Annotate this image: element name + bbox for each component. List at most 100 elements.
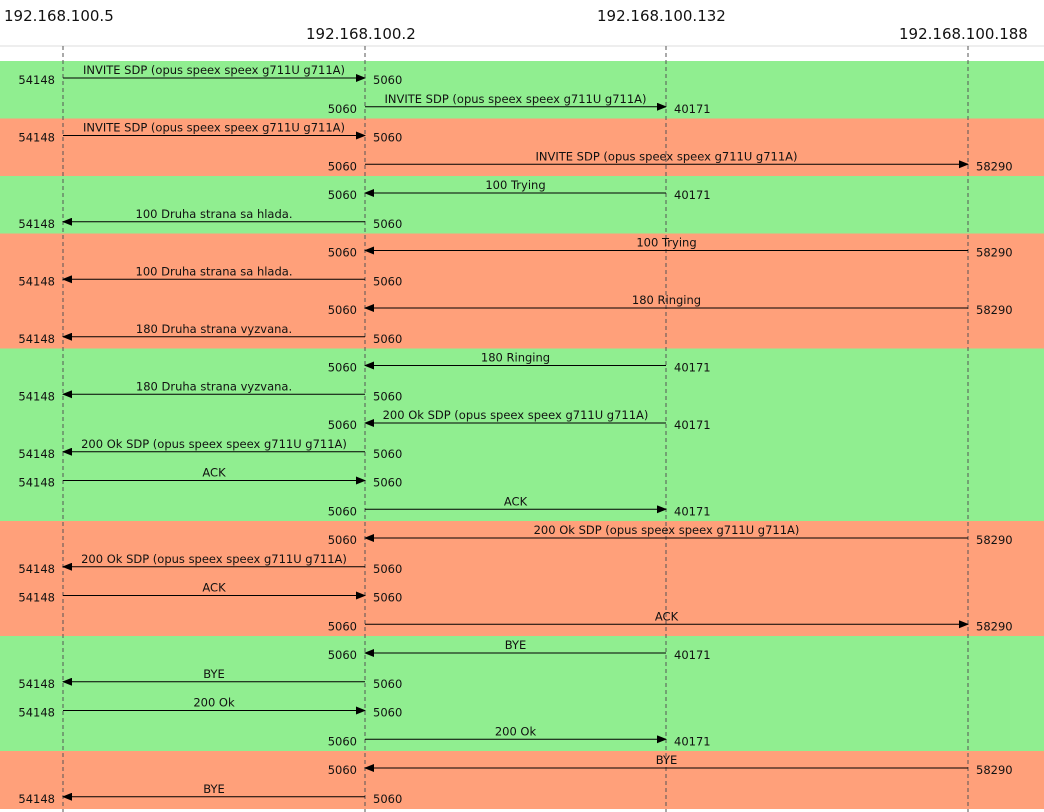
port-label: 5060 <box>373 562 402 576</box>
message-row: 180 Ringing 5060 40171 <box>328 351 711 375</box>
port-label: 58290 <box>976 533 1013 547</box>
port-label: 58290 <box>976 763 1013 777</box>
message-row: 200 Ok SDP (opus speex speex g711U g711A… <box>328 408 711 432</box>
message-row: INVITE SDP (opus speex speex g711U g711A… <box>328 92 711 116</box>
port-label: 5060 <box>328 102 357 116</box>
port-label: 54148 <box>18 217 55 231</box>
message-label: INVITE SDP (opus speex speex g711U g711A… <box>83 121 345 135</box>
band-orange <box>0 521 1044 637</box>
message-row: 200 Ok 54148 5060 <box>18 696 402 720</box>
message-label: 100 Druha strana sa hlada. <box>136 264 293 278</box>
port-label: 5060 <box>328 533 357 547</box>
port-label: 58290 <box>976 159 1013 173</box>
message-label: 200 Ok SDP (opus speex speex g711U g711A… <box>383 408 649 422</box>
message-row: INVITE SDP (opus speex speex g711U g711A… <box>18 121 402 145</box>
message-row: 180 Ringing 5060 58290 <box>328 293 1013 317</box>
port-label: 58290 <box>976 246 1013 260</box>
host-label-192-168-100-5: 192.168.100.5 <box>4 7 114 25</box>
port-label: 54148 <box>18 706 55 720</box>
port-label: 40171 <box>674 102 711 116</box>
port-label: 40171 <box>674 188 711 202</box>
port-label: 5060 <box>328 418 357 432</box>
message-label: ACK <box>504 494 528 508</box>
port-label: 5060 <box>328 246 357 260</box>
band-green <box>0 176 1044 234</box>
message-row: 100 Druha strana sa hlada. 54148 5060 <box>18 207 402 231</box>
port-label: 5060 <box>373 792 402 806</box>
port-label: 5060 <box>328 648 357 662</box>
port-label: 54148 <box>18 332 55 346</box>
host-label-192-168-100-2: 192.168.100.2 <box>306 25 416 43</box>
port-label: 40171 <box>674 734 711 748</box>
port-label: 5060 <box>373 677 402 691</box>
message-label: 200 Ok SDP (opus speex speex g711U g711A… <box>81 437 347 451</box>
message-row: 100 Trying 5060 58290 <box>328 236 1013 260</box>
message-label: 200 Ok <box>193 696 235 710</box>
message-label: 100 Druha strana sa hlada. <box>136 207 293 221</box>
port-label: 5060 <box>328 763 357 777</box>
message-label: BYE <box>505 638 527 652</box>
message-row: BYE 54148 5060 <box>18 782 402 806</box>
port-label: 5060 <box>328 188 357 202</box>
port-label: 5060 <box>373 332 402 346</box>
message-label: 200 Ok SDP (opus speex speex g711U g711A… <box>81 552 347 566</box>
message-label: INVITE SDP (opus speex speex g711U g711A… <box>83 63 345 77</box>
port-label: 5060 <box>328 734 357 748</box>
message-row: BYE 54148 5060 <box>18 667 402 691</box>
message-label: 100 Trying <box>485 178 545 192</box>
port-label: 40171 <box>674 648 711 662</box>
message-label: 200 Ok <box>495 724 537 738</box>
message-label: 180 Druha strana vyzvana. <box>136 379 292 393</box>
port-label: 5060 <box>328 619 357 633</box>
port-label: 40171 <box>674 418 711 432</box>
message-label: INVITE SDP (opus speex speex g711U g711A… <box>384 92 646 106</box>
port-label: 54148 <box>18 562 55 576</box>
message-row: ACK 5060 40171 <box>328 494 711 518</box>
message-label: ACK <box>202 581 226 595</box>
band-green <box>0 348 1044 522</box>
port-label: 5060 <box>373 389 402 403</box>
host-label-192-168-100-132: 192.168.100.132 <box>597 7 726 25</box>
port-label: 5060 <box>373 447 402 461</box>
port-label: 5060 <box>328 303 357 317</box>
message-row: 200 Ok 5060 40171 <box>328 724 711 748</box>
message-row: 100 Druha strana sa hlada. 54148 5060 <box>18 264 402 288</box>
band-orange <box>0 233 1044 349</box>
message-label: ACK <box>202 466 226 480</box>
message-label: INVITE SDP (opus speex speex g711U g711A… <box>535 149 797 163</box>
port-label: 5060 <box>373 73 402 87</box>
port-label: 5060 <box>328 361 357 375</box>
port-label: 5060 <box>373 591 402 605</box>
port-label: 54148 <box>18 792 55 806</box>
band-green <box>0 61 1044 119</box>
message-row: 180 Druha strana vyzvana. 54148 5060 <box>18 379 402 403</box>
port-label: 5060 <box>328 504 357 518</box>
message-row: INVITE SDP (opus speex speex g711U g711A… <box>18 63 402 87</box>
host-label-192-168-100-188: 192.168.100.188 <box>899 25 1028 43</box>
message-label: BYE <box>656 753 678 767</box>
message-label: 180 Ringing <box>632 293 701 307</box>
message-label: 100 Trying <box>636 236 696 250</box>
port-label: 54148 <box>18 591 55 605</box>
message-row: INVITE SDP (opus speex speex g711U g711A… <box>328 149 1013 173</box>
message-row: 200 Ok SDP (opus speex speex g711U g711A… <box>328 523 1013 547</box>
band-orange <box>0 751 1044 809</box>
message-row: ACK 5060 58290 <box>328 609 1013 633</box>
message-label: 200 Ok SDP (opus speex speex g711U g711A… <box>534 523 800 537</box>
port-label: 58290 <box>976 619 1013 633</box>
port-label: 5060 <box>373 131 402 145</box>
message-row: 200 Ok SDP (opus speex speex g711U g711A… <box>18 437 402 461</box>
message-label: BYE <box>203 782 225 796</box>
port-label: 54148 <box>18 131 55 145</box>
message-label: BYE <box>203 667 225 681</box>
message-row: ACK 54148 5060 <box>18 581 402 605</box>
message-label: 180 Druha strana vyzvana. <box>136 322 292 336</box>
port-label: 5060 <box>373 706 402 720</box>
message-row: 180 Druha strana vyzvana. 54148 5060 <box>18 322 402 346</box>
port-label: 5060 <box>373 274 402 288</box>
port-label: 5060 <box>328 159 357 173</box>
port-label: 58290 <box>976 303 1013 317</box>
message-label: ACK <box>655 609 679 623</box>
port-label: 40171 <box>674 361 711 375</box>
